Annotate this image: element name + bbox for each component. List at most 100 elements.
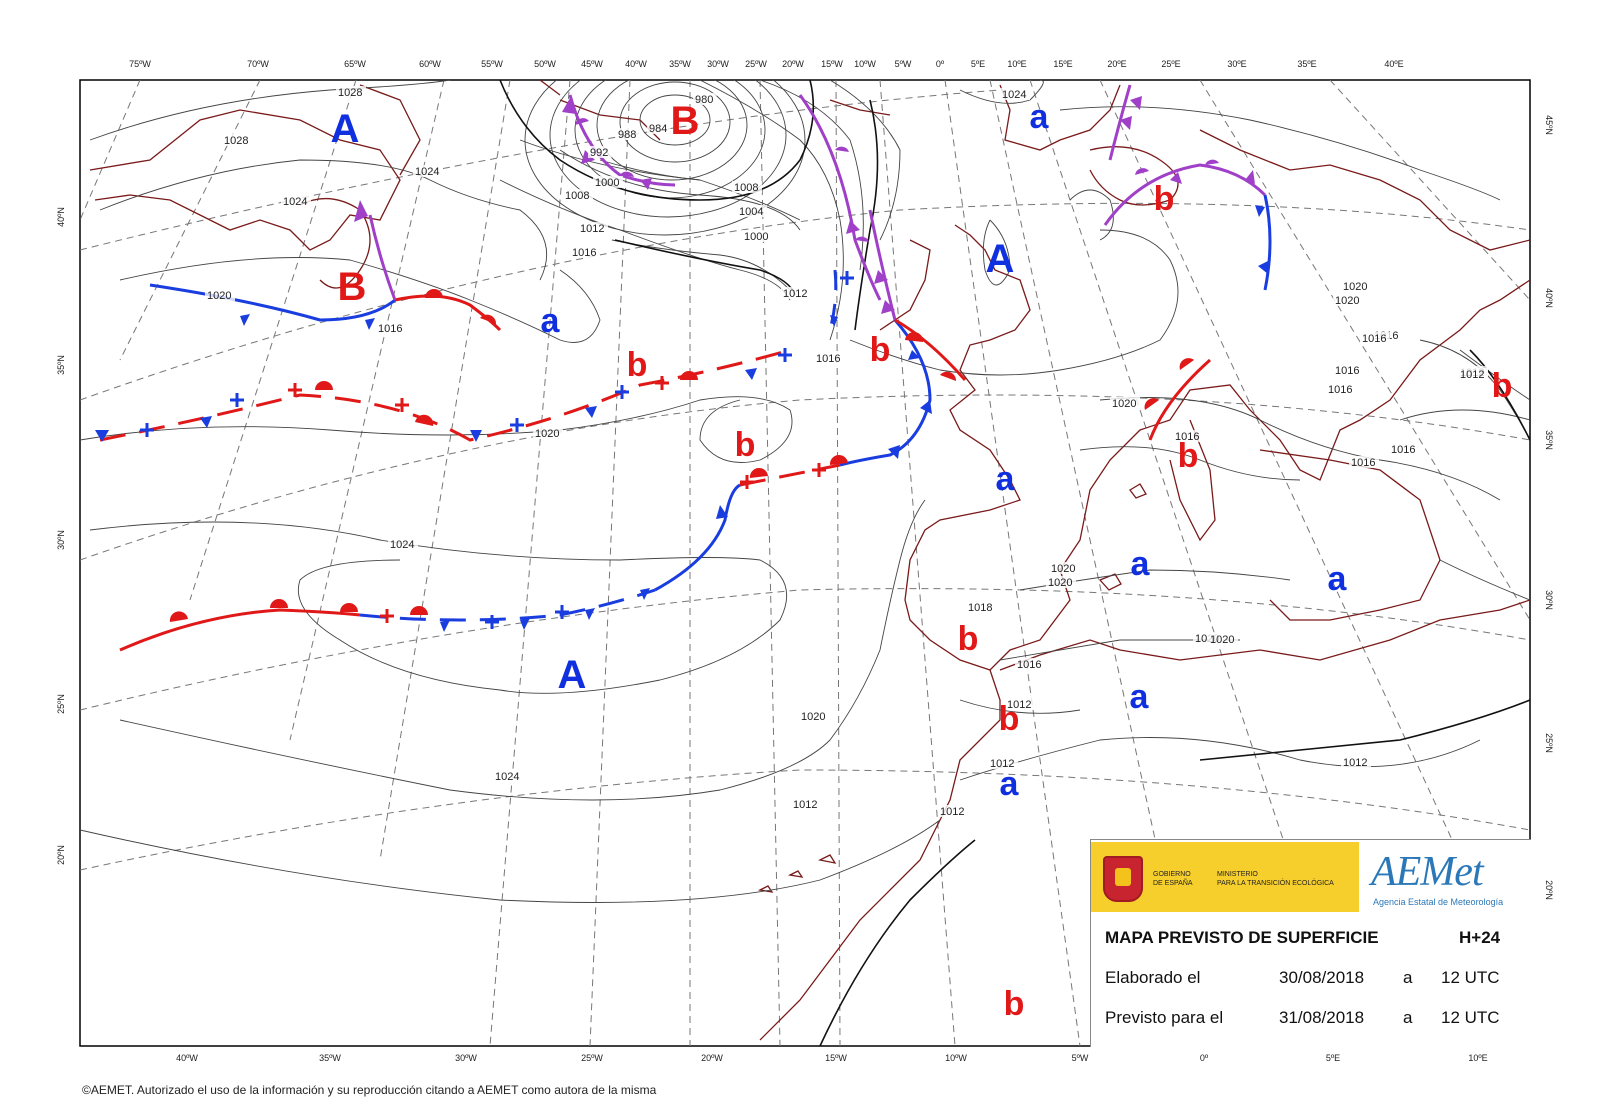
isobar-label-bg: [1458, 368, 1488, 380]
top-lon-tick: 5ºW: [895, 59, 912, 69]
isobar-label: 1020: [1335, 295, 1359, 307]
right-lat-tick: 20ºN: [1544, 880, 1554, 900]
isobar-label: 1012: [990, 758, 1014, 770]
elaborated-at: a: [1403, 968, 1413, 987]
isobar-label-bg: [1173, 430, 1203, 442]
ministry-line2: PARA LA TRANSICIÓN ECOLÓGICA: [1217, 880, 1334, 887]
isobar-label-bg: [578, 222, 608, 234]
bottom-lon-tick: 20ºW: [701, 1053, 723, 1063]
isobar-label: 1020: [535, 428, 559, 440]
top-lon-tick: 20ºE: [1107, 59, 1126, 69]
left-lat-tick: 40ºN: [56, 207, 66, 227]
isobar-label-bg: [1000, 88, 1030, 100]
isobar-label: 1012: [1343, 757, 1367, 769]
logo-band: GOBIERNO DE ESPAÑA MINISTERIO PARA LA TR…: [1091, 842, 1531, 912]
right-lat-tick: 30ºN: [1544, 590, 1554, 610]
top-lon-tick: 60ºW: [419, 59, 441, 69]
isobar-labels: 1028 1028 1024 1024 1020 1016 1020 1024 1024 1020…: [205, 86, 1488, 818]
isobar-label: 1012: [1460, 369, 1484, 381]
top-lon-tick: 10ºW: [854, 59, 876, 69]
isobar-label: 1016: [1335, 365, 1359, 377]
isobar-label-bg: [1341, 280, 1371, 292]
isobar-label-bg: [1333, 294, 1363, 306]
isobar-label: 1020: [1051, 563, 1075, 575]
top-lon-tick: 5ºE: [971, 59, 985, 69]
isobar-label-bg: [781, 287, 811, 299]
isobar-label: 1008: [565, 190, 589, 202]
forecast-horizon: H+24: [1459, 928, 1501, 947]
isobar-label: 1000: [744, 231, 768, 243]
isobar-label: 1024: [415, 166, 439, 178]
aemet-subtitle: Agencia Estatal de Meteorología: [1373, 897, 1504, 907]
isobar-label: 1020: [1210, 634, 1234, 646]
high-pressure-center: A: [986, 237, 1015, 281]
top-lon-tick: 75ºW: [129, 59, 151, 69]
isobar-label: 1028: [224, 135, 248, 147]
bottom-lon-tick: 0º: [1200, 1053, 1209, 1063]
top-lon-tick: 50ºW: [534, 59, 556, 69]
low-pressure-center: b: [627, 346, 648, 384]
isobar-label: 1004: [739, 206, 763, 218]
cold-front-scand: [1263, 194, 1272, 291]
isobar-label: 1016: [572, 247, 596, 259]
warm-front-symbols: [169, 289, 1194, 622]
cold-front-symbols: [95, 205, 1270, 632]
top-longitude-ticks: 75ºW 70ºW 65ºW 60ºW 55ºW 50ºW 45ºW 40ºW 35ºW 30ºW…: [129, 59, 1404, 69]
isobar-label-bg: [1208, 633, 1238, 645]
left-lat-tick: 25ºN: [56, 694, 66, 714]
map-title: MAPA PREVISTO DE SUPERFICIE: [1105, 928, 1379, 947]
warm-front-iberia: [894, 318, 967, 381]
top-lon-tick: 25ºW: [745, 59, 767, 69]
top-lon-tick: 15ºE: [1053, 59, 1072, 69]
bottom-lon-tick: 35ºW: [319, 1053, 341, 1063]
low-pressure-center: b: [1492, 367, 1513, 405]
isobar-label: 1008: [734, 182, 758, 194]
isobar-label: 1016: [1017, 659, 1041, 671]
isobar-label: 1016: [1175, 431, 1199, 443]
stationary-front-south: [119, 608, 361, 652]
gov-line1: GOBIERNO: [1153, 871, 1191, 878]
isobar-label: 1028: [338, 87, 362, 99]
cold-front-mid: [654, 483, 741, 592]
right-lat-tick: 35ºN: [1544, 430, 1554, 450]
isobar-label-bg: [799, 710, 829, 722]
isobar-label: 1024: [390, 539, 414, 551]
cold-front-atlantic: [828, 269, 838, 331]
left-lat-tick: 20ºN: [56, 845, 66, 865]
isobar-label-bg: [1341, 756, 1371, 768]
isobar-label-bg: [693, 93, 717, 105]
forecast-time: 12 UTC: [1441, 1008, 1500, 1027]
right-lat-tick: 25ºN: [1544, 733, 1554, 753]
left-lat-tick: 35ºN: [56, 355, 66, 375]
isobar-label: 980: [695, 94, 713, 106]
isobar-label: 1020: [207, 290, 231, 302]
top-lon-tick: 20ºW: [782, 59, 804, 69]
isobar-label-bg: [1110, 397, 1140, 409]
isobar-label: 992: [590, 147, 608, 159]
low-pressure-center: b: [1154, 180, 1175, 218]
cold-front-west: [149, 283, 396, 322]
isobar-label: 1012: [1007, 699, 1031, 711]
ministry-label: MINISTERIO PARA LA TRANSICIÓN ECOLÓGICA: [1217, 870, 1334, 888]
top-lon-tick: 40ºE: [1384, 59, 1403, 69]
warm-front-italy: [1148, 358, 1211, 441]
isobar-label-bg: [493, 770, 523, 782]
isobar-label: 1024: [495, 771, 519, 783]
gov-line2: DE ESPAÑA: [1153, 880, 1193, 887]
isobar-label-bg: [791, 798, 821, 810]
low-pressure-center: B: [338, 265, 367, 309]
right-lat-tick: 45ºN: [1544, 115, 1554, 135]
isobar-label-bg: [588, 146, 612, 158]
isobar-label-bg: [647, 122, 671, 134]
isobar-label: 1018: [968, 602, 992, 614]
isobar-label: 1016: [1391, 444, 1415, 456]
occluded-front-west: [368, 214, 397, 301]
isobar-label-bg: [814, 352, 844, 364]
isobar-label-bg: [1333, 364, 1363, 376]
isobar-label-bg: [1046, 576, 1076, 588]
isobar-label-bg: [593, 176, 623, 188]
isobar-label-bg: [1049, 562, 1079, 574]
top-lon-tick: 0º: [936, 59, 945, 69]
top-lon-tick: 10ºE: [1007, 59, 1026, 69]
